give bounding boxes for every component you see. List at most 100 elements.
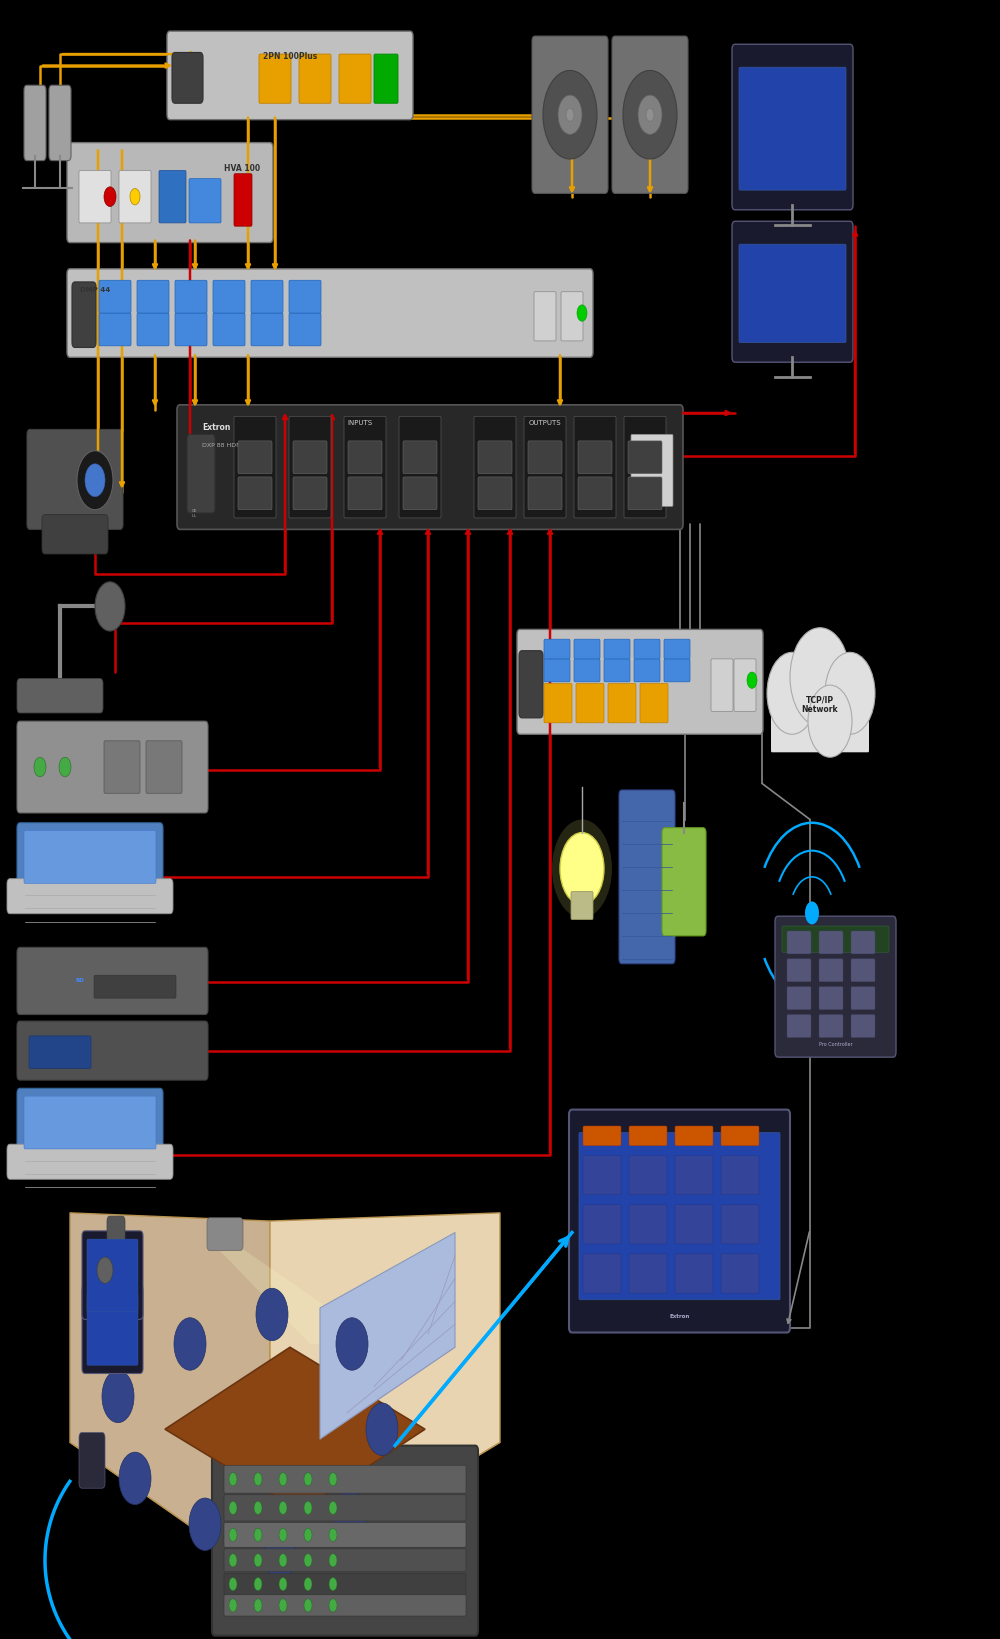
- FancyBboxPatch shape: [640, 683, 668, 723]
- Polygon shape: [70, 1213, 270, 1582]
- FancyBboxPatch shape: [224, 1495, 466, 1521]
- Circle shape: [805, 901, 819, 924]
- FancyBboxPatch shape: [403, 477, 437, 510]
- FancyBboxPatch shape: [574, 639, 600, 659]
- FancyBboxPatch shape: [187, 434, 215, 513]
- FancyBboxPatch shape: [238, 477, 272, 510]
- Circle shape: [366, 1403, 398, 1455]
- FancyBboxPatch shape: [739, 67, 846, 190]
- Circle shape: [229, 1577, 237, 1590]
- FancyBboxPatch shape: [583, 1155, 621, 1195]
- Circle shape: [560, 833, 604, 905]
- Circle shape: [264, 1528, 296, 1580]
- Text: 2PN 100Plus: 2PN 100Plus: [263, 52, 317, 61]
- FancyBboxPatch shape: [675, 1254, 713, 1293]
- FancyBboxPatch shape: [578, 441, 612, 474]
- FancyBboxPatch shape: [104, 741, 140, 793]
- Text: TCP/IP
Network: TCP/IP Network: [802, 695, 838, 715]
- Circle shape: [646, 108, 654, 121]
- FancyBboxPatch shape: [574, 416, 616, 518]
- FancyBboxPatch shape: [293, 441, 327, 474]
- FancyBboxPatch shape: [175, 313, 207, 346]
- FancyBboxPatch shape: [399, 416, 441, 518]
- FancyBboxPatch shape: [79, 170, 111, 223]
- Circle shape: [543, 70, 597, 159]
- FancyBboxPatch shape: [17, 721, 208, 813]
- FancyBboxPatch shape: [251, 280, 283, 313]
- FancyBboxPatch shape: [608, 683, 636, 723]
- FancyBboxPatch shape: [348, 477, 382, 510]
- FancyBboxPatch shape: [675, 1155, 713, 1195]
- FancyBboxPatch shape: [24, 831, 156, 883]
- FancyBboxPatch shape: [137, 280, 169, 313]
- FancyBboxPatch shape: [172, 52, 203, 103]
- Circle shape: [304, 1472, 312, 1485]
- FancyBboxPatch shape: [721, 1205, 759, 1244]
- Circle shape: [85, 464, 105, 497]
- Circle shape: [254, 1577, 262, 1590]
- FancyBboxPatch shape: [299, 54, 331, 103]
- Text: OUTPUTS: OUTPUTS: [529, 420, 561, 426]
- Polygon shape: [320, 1233, 455, 1439]
- Text: HVA 100: HVA 100: [224, 164, 260, 172]
- Polygon shape: [165, 1347, 425, 1511]
- FancyBboxPatch shape: [27, 429, 123, 529]
- Circle shape: [189, 1498, 221, 1550]
- FancyBboxPatch shape: [851, 959, 875, 982]
- FancyBboxPatch shape: [732, 221, 853, 362]
- FancyBboxPatch shape: [146, 741, 182, 793]
- Circle shape: [329, 1472, 337, 1485]
- Circle shape: [254, 1528, 262, 1541]
- Circle shape: [329, 1501, 337, 1514]
- FancyBboxPatch shape: [224, 1573, 466, 1595]
- Circle shape: [552, 820, 612, 918]
- Circle shape: [577, 305, 587, 321]
- FancyBboxPatch shape: [403, 441, 437, 474]
- FancyBboxPatch shape: [159, 170, 186, 223]
- FancyBboxPatch shape: [234, 416, 276, 518]
- Circle shape: [808, 685, 852, 757]
- FancyBboxPatch shape: [664, 659, 690, 682]
- Circle shape: [329, 1577, 337, 1590]
- FancyBboxPatch shape: [339, 54, 371, 103]
- FancyBboxPatch shape: [819, 987, 843, 1010]
- FancyBboxPatch shape: [175, 280, 207, 313]
- Circle shape: [623, 70, 677, 159]
- FancyBboxPatch shape: [528, 477, 562, 510]
- Text: DMP 44: DMP 44: [80, 287, 110, 293]
- FancyBboxPatch shape: [544, 659, 570, 682]
- FancyBboxPatch shape: [583, 1205, 621, 1244]
- Circle shape: [95, 582, 125, 631]
- FancyBboxPatch shape: [49, 85, 71, 161]
- Circle shape: [229, 1600, 237, 1613]
- FancyBboxPatch shape: [67, 269, 593, 357]
- FancyBboxPatch shape: [629, 1126, 667, 1146]
- FancyBboxPatch shape: [7, 1144, 173, 1180]
- FancyBboxPatch shape: [612, 36, 688, 193]
- FancyBboxPatch shape: [213, 313, 245, 346]
- Circle shape: [254, 1501, 262, 1514]
- FancyBboxPatch shape: [631, 434, 673, 506]
- Circle shape: [747, 672, 757, 688]
- FancyBboxPatch shape: [721, 1254, 759, 1293]
- FancyBboxPatch shape: [528, 441, 562, 474]
- FancyBboxPatch shape: [782, 926, 889, 952]
- FancyBboxPatch shape: [675, 1126, 713, 1146]
- Text: CE
UL: CE UL: [192, 510, 198, 518]
- FancyBboxPatch shape: [787, 987, 811, 1010]
- Circle shape: [34, 757, 46, 777]
- FancyBboxPatch shape: [664, 639, 690, 659]
- FancyBboxPatch shape: [293, 477, 327, 510]
- FancyBboxPatch shape: [574, 659, 600, 682]
- FancyBboxPatch shape: [583, 1254, 621, 1293]
- FancyBboxPatch shape: [775, 916, 896, 1057]
- FancyBboxPatch shape: [87, 1239, 138, 1311]
- Circle shape: [254, 1472, 262, 1485]
- FancyBboxPatch shape: [119, 170, 151, 223]
- FancyBboxPatch shape: [67, 143, 273, 243]
- FancyBboxPatch shape: [628, 477, 662, 510]
- FancyBboxPatch shape: [629, 1254, 667, 1293]
- Circle shape: [566, 108, 574, 121]
- Circle shape: [336, 1318, 368, 1370]
- FancyBboxPatch shape: [99, 313, 131, 346]
